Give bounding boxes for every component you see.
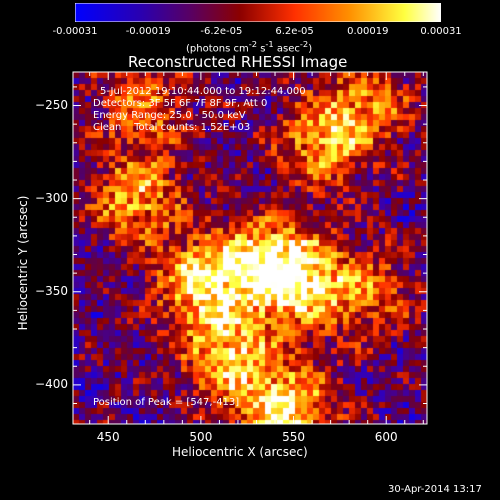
heatmap-image bbox=[73, 72, 427, 424]
chart-title: Reconstructed RHESSI Image bbox=[128, 53, 348, 71]
colorbar bbox=[75, 3, 441, 22]
x-tick-label: 550 bbox=[282, 430, 305, 444]
y-tick-label: −350 bbox=[35, 283, 68, 298]
colorbar-tick-label: 0.00019 bbox=[347, 26, 389, 37]
colorbar-tick-label: -6.2e-05 bbox=[200, 26, 243, 37]
y-axis-label: Heliocentric Y (arcsec) bbox=[16, 195, 30, 331]
colorbar-unit-label: (photons cm-2 s-1 asec-2) bbox=[186, 39, 313, 55]
colorbar-tick-label: 6.2e-05 bbox=[275, 26, 314, 37]
x-tick-label: 600 bbox=[374, 430, 398, 444]
plot-frame bbox=[72, 71, 428, 425]
annotation-energy: Energy Range: 25.0 - 50.0 keV bbox=[93, 110, 246, 121]
annotation-time-range: 5-Jul-2012 19:10:44.000 to 19:12:44.000 bbox=[100, 86, 306, 97]
annotation-detectors: Detectors: 3F 5F 6F 7F 8F 9F, Att 0 bbox=[93, 98, 268, 109]
y-tick-label: −400 bbox=[35, 376, 68, 391]
x-axis-label: Heliocentric X (arcsec) bbox=[172, 445, 308, 459]
y-tick-label: −300 bbox=[35, 190, 68, 205]
footer-timestamp: 30-Apr-2014 13:17 bbox=[388, 484, 482, 495]
annotation-peak: Position of Peak = [547,-413] bbox=[93, 397, 240, 408]
colorbar-tick-label: -0.00019 bbox=[125, 26, 171, 37]
annotation-clean: Clean Total counts: 1.52E+03 bbox=[93, 122, 251, 133]
colorbar-tick-label: -0.00031 bbox=[52, 26, 98, 37]
x-tick-label: 500 bbox=[189, 430, 213, 444]
y-tick-label: −250 bbox=[35, 97, 68, 112]
x-tick-label: 450 bbox=[96, 430, 120, 444]
colorbar-tick-label: 0.00031 bbox=[420, 26, 462, 37]
